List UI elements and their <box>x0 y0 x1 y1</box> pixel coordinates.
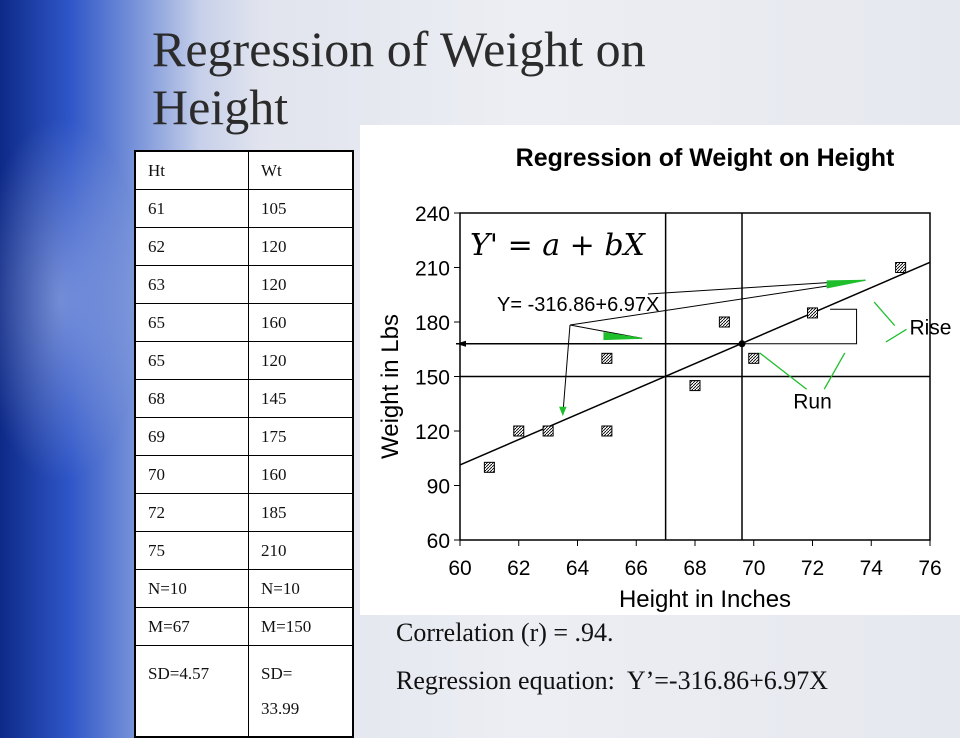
table-row: 69 175 <box>134 417 354 456</box>
x-tick-label: 60 <box>448 557 471 580</box>
x-tick-label: 74 <box>860 557 884 580</box>
data-point <box>718 316 730 328</box>
table-row: N=10 N=10 <box>134 569 354 608</box>
table-row: SD=4.57 SD= 33.99 <box>134 645 354 738</box>
table-row: 65 120 <box>134 341 354 380</box>
y-axis-label: Weight in Lbs <box>377 314 404 459</box>
table-cell: 62 <box>134 227 249 266</box>
data-point <box>689 380 701 392</box>
x-tick-label: 76 <box>918 557 941 580</box>
y-tick-label: 210 <box>415 258 450 281</box>
chart-background <box>360 125 960 615</box>
table-cell: N=10 <box>134 569 249 608</box>
table-cell: M=150 <box>248 607 354 646</box>
data-point <box>895 262 907 273</box>
table-cell: 120 <box>248 265 354 304</box>
y-tick-label: 90 <box>427 476 450 499</box>
regression-chart: Regression of Weight on Height 60 62 64 66 68… <box>360 125 960 615</box>
table-header-cell: Wt <box>248 150 354 190</box>
data-point <box>601 425 613 437</box>
correlation-text: Correlation (r) = .94. <box>396 618 614 647</box>
table-cell: 70 <box>134 455 249 494</box>
table-cell: 68 <box>134 379 249 418</box>
equation-leader-line <box>562 324 571 415</box>
table-row: 70 160 <box>134 455 354 494</box>
run-label: Run <box>793 390 832 413</box>
projection-arrowhead <box>456 340 466 347</box>
table-cell: SD=4.57 <box>134 645 249 738</box>
table-row: M=67 M=150 <box>134 607 354 646</box>
table-cell: SD= 33.99 <box>248 645 354 738</box>
table-row: 65 160 <box>134 303 354 342</box>
table-row: 75 210 <box>134 531 354 570</box>
table-cell: 210 <box>248 531 354 570</box>
equation-arrowhead <box>559 406 567 416</box>
table-cell: 105 <box>248 189 354 228</box>
x-tick-label: 62 <box>507 557 530 580</box>
rise-run-bracket <box>742 308 858 345</box>
run-arrow <box>823 352 846 390</box>
y-tick-label: 180 <box>415 312 450 335</box>
equation-arrowhead <box>603 332 643 341</box>
table-cell: 120 <box>248 227 354 266</box>
table-cell: 160 <box>248 455 354 494</box>
table-cell: 145 <box>248 379 354 418</box>
x-tick-label: 66 <box>625 557 648 580</box>
y-tick-label: 120 <box>415 421 450 444</box>
rise-label: Rise <box>909 317 951 340</box>
regression-line <box>459 261 931 466</box>
data-point <box>542 425 554 437</box>
formula-label: Y' = a + bX <box>470 228 647 263</box>
table-row: 62 120 <box>134 227 354 266</box>
rise-arrow <box>885 328 907 343</box>
table-cell: N=10 <box>248 569 354 608</box>
data-point <box>483 461 495 473</box>
table-row: 63 120 <box>134 265 354 304</box>
table-cell: 120 <box>248 341 354 380</box>
table-header-row: Ht Wt <box>134 150 354 190</box>
x-tick-label: 68 <box>683 557 706 580</box>
chart-title: Regression of Weight on Height <box>516 144 895 172</box>
run-arrow <box>759 352 808 390</box>
table-cell: 63 <box>134 265 249 304</box>
table-row: 72 185 <box>134 493 354 532</box>
table-cell: 65 <box>134 341 249 380</box>
table-cell: 175 <box>248 417 354 456</box>
y-tick-label: 240 <box>415 203 450 226</box>
table-cell: 65 <box>134 303 249 342</box>
table-cell: 69 <box>134 417 249 456</box>
table-cell: 61 <box>134 189 249 228</box>
data-point <box>748 352 760 364</box>
data-point <box>513 425 525 437</box>
table-row: 61 105 <box>134 189 354 228</box>
equation-arrowhead <box>826 279 866 289</box>
equation-label: Y= -316.86+6.97X <box>497 294 659 316</box>
table-cell: 75 <box>134 531 249 570</box>
x-tick-label: 64 <box>566 557 590 580</box>
y-tick-label: 60 <box>427 530 450 553</box>
data-point <box>601 352 613 364</box>
x-tick-label: 70 <box>742 557 765 580</box>
table-cell: 72 <box>134 493 249 532</box>
table-row: 68 145 <box>134 379 354 418</box>
slide-title: Regression of Weight on Height <box>152 21 646 135</box>
x-tick-label: 72 <box>801 557 824 580</box>
table-cell: M=67 <box>134 607 249 646</box>
table-cell: 160 <box>248 303 354 342</box>
data-point <box>807 307 818 319</box>
rise-arrow <box>873 301 896 327</box>
y-tick-label: 150 <box>415 367 450 390</box>
regression-equation-text: Regression equation: Y’=-316.86+6.97X <box>396 666 829 695</box>
equation-leader-line <box>569 279 866 326</box>
table-cell: 185 <box>248 493 354 532</box>
data-table: Ht Wt 61 105 62 120 63 120 65 160 65 120 68 145 69 175 7… <box>134 150 354 738</box>
table-header-cell: Ht <box>134 150 249 190</box>
x-axis-label: Height in Inches <box>619 586 791 613</box>
